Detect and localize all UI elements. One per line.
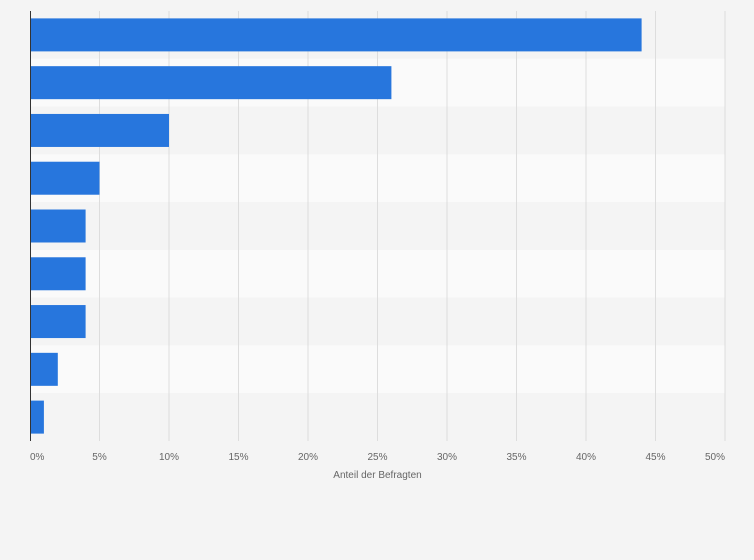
- bar[interactable]: [30, 305, 86, 339]
- bar[interactable]: [30, 113, 169, 147]
- x-tick-label: 35%: [506, 452, 526, 463]
- bar[interactable]: [30, 18, 642, 52]
- x-tick-label: 15%: [228, 452, 248, 463]
- bar[interactable]: [30, 257, 86, 291]
- bars: [30, 18, 642, 434]
- x-tick-label: 0%: [30, 452, 45, 463]
- x-axis-ticks: 0% 5% 10% 15% 20% 25% 30% 35% 40% 45% 50%: [30, 452, 725, 463]
- bar[interactable]: [30, 161, 100, 195]
- x-tick-label: 30%: [437, 452, 457, 463]
- bar[interactable]: [30, 66, 392, 100]
- x-tick-label: 50%: [705, 452, 725, 463]
- bar[interactable]: [30, 352, 58, 386]
- bar[interactable]: [30, 400, 44, 434]
- bar[interactable]: [30, 209, 86, 243]
- x-tick-label: 40%: [576, 452, 596, 463]
- x-axis-title: Anteil der Befragten: [333, 470, 421, 481]
- x-tick-label: 45%: [645, 452, 665, 463]
- x-tick-label: 20%: [298, 452, 318, 463]
- x-tick-label: 25%: [367, 452, 387, 463]
- x-tick-label: 10%: [159, 452, 179, 463]
- x-tick-label: 5%: [92, 452, 107, 463]
